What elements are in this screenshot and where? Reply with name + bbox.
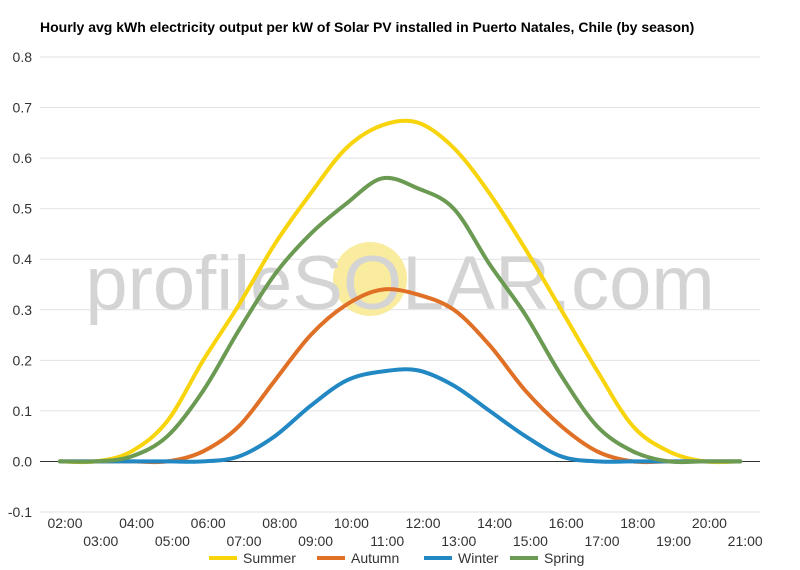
watermark: profileSOLAR.com — [85, 241, 714, 326]
x-tick-label: 21:00 — [728, 533, 763, 549]
watermark-text: profileSOLAR.com — [85, 241, 714, 326]
legend-label-autumn: Autumn — [351, 550, 399, 566]
x-tick-label: 02:00 — [47, 515, 82, 531]
y-tick-label: 0.3 — [13, 302, 33, 318]
x-tick-label: 20:00 — [692, 515, 727, 531]
x-tick-label: 12:00 — [405, 515, 440, 531]
watermark-sun-icon — [333, 242, 407, 316]
legend-label-summer: Summer — [243, 550, 296, 566]
y-tick-label: 0.7 — [13, 100, 33, 116]
series-line-winter — [58, 367, 743, 464]
y-tick-label: 0.1 — [13, 403, 33, 419]
x-tick-label: 09:00 — [298, 533, 333, 549]
series-lines — [58, 118, 743, 465]
x-tick-label: 04:00 — [119, 515, 154, 531]
series-line-spring — [58, 175, 743, 465]
legend-label-winter: Winter — [458, 550, 499, 566]
x-tick-label: 03:00 — [83, 533, 118, 549]
x-tick-label: 17:00 — [584, 533, 619, 549]
x-tick-label: 11:00 — [370, 533, 404, 549]
x-tick-label: 18:00 — [620, 515, 655, 531]
legend: Summer Autumn Winter Spring — [209, 550, 584, 566]
x-tick-label: 15:00 — [513, 533, 548, 549]
x-tick-label: 06:00 — [191, 515, 226, 531]
y-tick-label: 0.4 — [13, 251, 33, 267]
y-axis-ticks: -0.1 0.0 0.1 0.2 0.3 0.4 0.5 0.6 0.7 0.8 — [8, 49, 32, 520]
x-tick-label: 19:00 — [656, 533, 691, 549]
y-tick-label: 0.2 — [13, 352, 33, 368]
x-axis-ticks: 02:0003:0004:0005:0006:0007:0008:0009:00… — [47, 515, 762, 549]
y-tick-label: -0.1 — [8, 504, 32, 520]
x-tick-label: 07:00 — [226, 533, 261, 549]
y-tick-label: 0.5 — [13, 201, 33, 217]
series-line-summer — [58, 118, 743, 465]
y-tick-label: 0.6 — [13, 150, 33, 166]
x-tick-label: 08:00 — [262, 515, 297, 531]
y-tick-label: 0.0 — [13, 453, 33, 469]
x-tick-label: 05:00 — [155, 533, 190, 549]
y-tick-label: 0.8 — [13, 49, 33, 65]
chart-title: Hourly avg kWh electricity output per kW… — [40, 19, 695, 35]
x-tick-label: 10:00 — [334, 515, 369, 531]
x-tick-label: 14:00 — [477, 515, 512, 531]
legend-label-spring: Spring — [544, 550, 584, 566]
x-tick-label: 13:00 — [441, 533, 476, 549]
x-tick-label: 16:00 — [549, 515, 584, 531]
